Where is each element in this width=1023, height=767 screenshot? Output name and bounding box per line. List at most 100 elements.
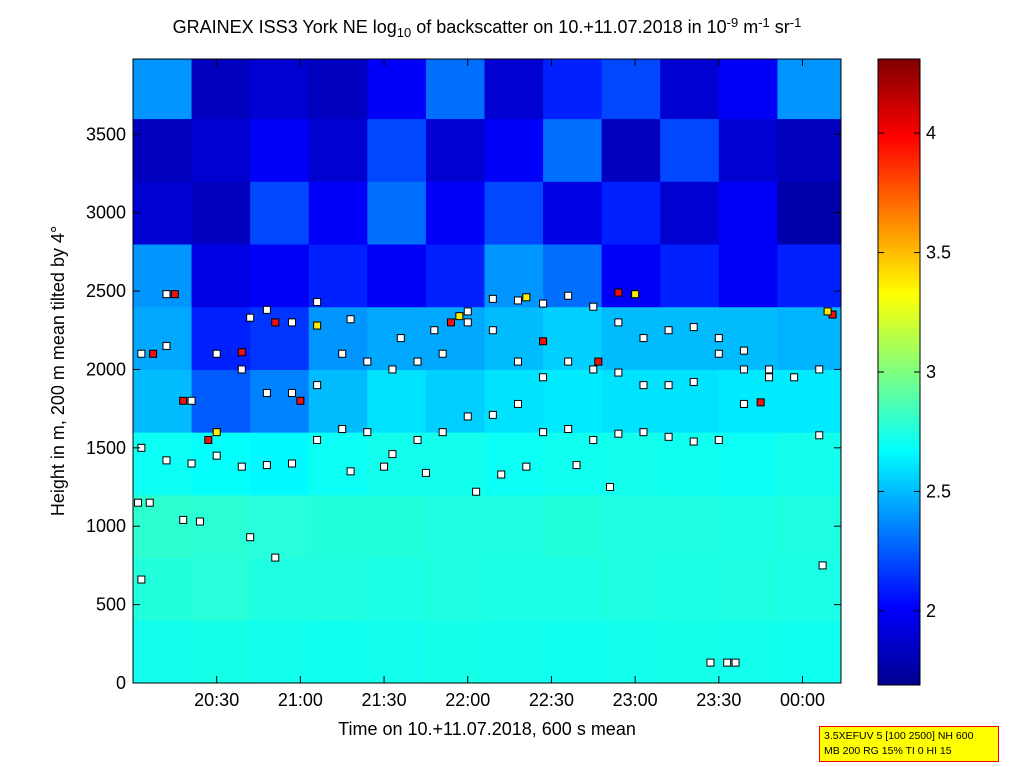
marker <box>187 459 196 468</box>
marker <box>380 462 389 471</box>
heatmap-cell <box>367 181 427 245</box>
marker <box>756 398 765 407</box>
marker <box>149 349 158 358</box>
note-line: 3.5XEFUV 5 [100 2500] NH 600 <box>824 730 974 742</box>
marker <box>463 318 472 327</box>
heatmap-cell <box>543 244 603 308</box>
marker <box>447 318 456 327</box>
marker <box>815 431 824 440</box>
marker <box>818 561 827 570</box>
heatmap-cell <box>543 59 603 120</box>
marker <box>313 435 322 444</box>
marker <box>815 365 824 374</box>
marker <box>430 326 439 335</box>
heatmap-cell <box>425 59 485 120</box>
y-tick-label: 3000 <box>86 203 126 223</box>
marker <box>614 429 623 438</box>
heatmap-cell <box>543 181 603 245</box>
chart-title: GRAINEX ISS3 York NE log10 of backscatte… <box>173 15 802 40</box>
marker <box>790 373 799 382</box>
heatmap-cell <box>250 306 310 370</box>
y-tick-label: 500 <box>96 595 126 615</box>
marker <box>438 428 447 437</box>
heatmap-cell <box>777 557 841 621</box>
heatmap-cell <box>718 59 778 120</box>
heatmap-cell <box>250 620 310 683</box>
marker <box>488 294 497 303</box>
marker <box>522 293 531 302</box>
marker <box>137 349 146 358</box>
heatmap-cell <box>250 432 310 496</box>
marker <box>689 437 698 446</box>
x-tick-label: 22:00 <box>445 690 490 710</box>
marker <box>271 318 280 327</box>
marker <box>564 357 573 366</box>
heatmap-cell <box>133 59 193 120</box>
heatmap-cell <box>484 557 544 621</box>
marker <box>497 470 506 479</box>
marker <box>195 517 204 526</box>
marker <box>262 388 271 397</box>
marker <box>438 349 447 358</box>
heatmap-cell <box>425 432 485 496</box>
heatmap-cell <box>367 118 427 182</box>
heatmap-cell <box>543 494 603 559</box>
marker <box>388 365 397 374</box>
marker <box>714 334 723 343</box>
heatmap-cell <box>660 306 720 370</box>
marker <box>271 553 280 562</box>
heatmap-cell <box>601 59 661 120</box>
x-tick-label: 21:00 <box>278 690 323 710</box>
colorbar-tick-label: 2 <box>926 601 936 621</box>
marker <box>296 396 305 405</box>
heatmap-cell <box>308 557 368 621</box>
title-part: -9 <box>727 15 739 30</box>
heatmap-cell <box>308 244 368 308</box>
colorbar-tick-label: 3.5 <box>926 243 951 263</box>
heatmap-cell <box>718 118 778 182</box>
marker <box>664 326 673 335</box>
title-part: sr <box>770 17 790 37</box>
heatmap-cell <box>250 59 310 120</box>
marker <box>539 428 548 437</box>
marker <box>739 365 748 374</box>
marker <box>346 467 355 476</box>
heatmap-cell <box>484 181 544 245</box>
y-tick-label: 2000 <box>86 359 126 379</box>
y-tick-label: 1000 <box>86 516 126 536</box>
heatmap-cell <box>308 494 368 559</box>
heatmap-cell <box>308 620 368 683</box>
marker <box>134 498 143 507</box>
colorbar-tick-label: 2.5 <box>926 481 951 501</box>
marker <box>631 290 640 299</box>
heatmap-cell <box>367 244 427 308</box>
title-part: of backscatter on 10.+11.07.2018 in 10 <box>411 17 726 37</box>
heatmap-cell <box>250 494 310 559</box>
marker <box>488 326 497 335</box>
marker <box>539 373 548 382</box>
marker <box>714 349 723 358</box>
marker <box>455 312 464 321</box>
marker <box>513 399 522 408</box>
settings-note: 3.5XEFUV 5 [100 2500] NH 600 MB 200 RG 1… <box>819 726 999 762</box>
marker <box>338 425 347 434</box>
marker <box>363 428 372 437</box>
heatmap-cell <box>718 557 778 621</box>
heatmap-cell <box>308 118 368 182</box>
heatmap-cell <box>133 557 193 621</box>
marker <box>589 365 598 374</box>
title-part: -1 <box>790 15 802 30</box>
heatmap-cell <box>133 494 193 559</box>
heatmap-cell <box>660 244 720 308</box>
heatmap-cell <box>191 244 251 308</box>
heatmap-cell <box>133 181 193 245</box>
heatmap-cell <box>191 620 251 683</box>
marker <box>346 315 355 324</box>
heatmap-cell <box>191 118 251 182</box>
heatmap-cell <box>484 432 544 496</box>
colorbar-tick-label: 3 <box>926 362 936 382</box>
marker <box>237 462 246 471</box>
marker <box>262 461 271 470</box>
heatmap-cell <box>425 369 485 433</box>
marker <box>137 575 146 584</box>
